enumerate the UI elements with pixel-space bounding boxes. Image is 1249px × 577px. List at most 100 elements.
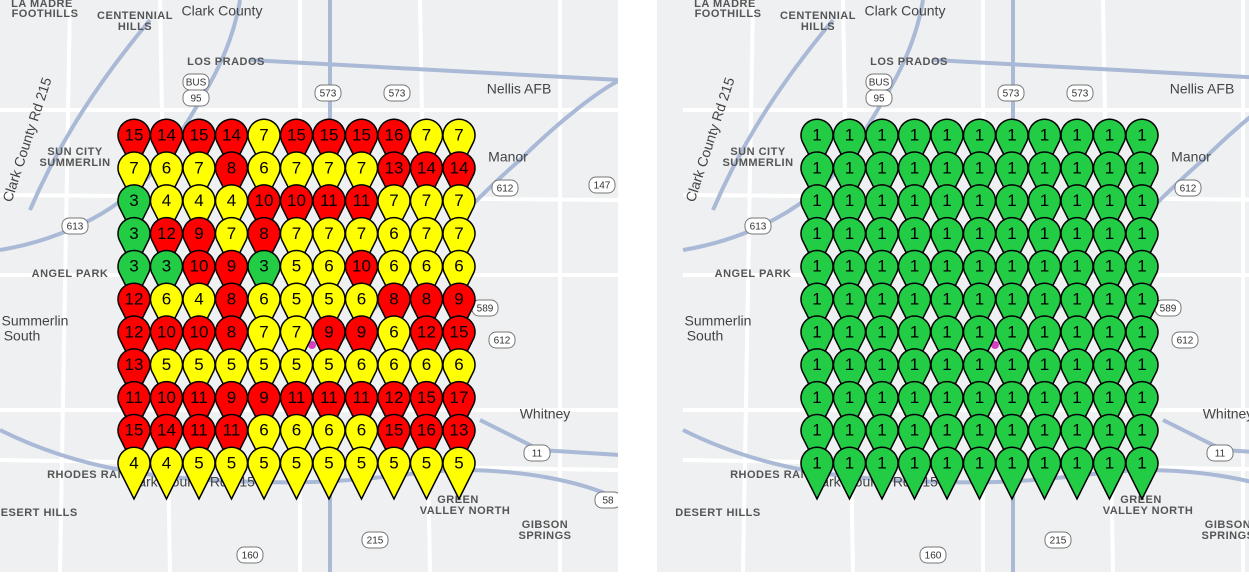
marker-label: 4	[129, 453, 138, 472]
marker-pin	[930, 413, 964, 468]
marker-label: 1	[845, 388, 854, 407]
marker-pin	[344, 184, 379, 239]
marker-label: 1	[975, 421, 984, 440]
marker-label: 11	[320, 388, 338, 407]
map-marker: 8	[214, 151, 249, 206]
map-label: DESERT HILLS	[0, 507, 78, 519]
map-marker: 1	[1092, 380, 1127, 436]
marker-pin	[312, 380, 346, 436]
marker-label: 16	[417, 421, 436, 440]
marker-label: 1	[1040, 388, 1049, 407]
marker-pin	[995, 249, 1029, 304]
map-label: Whitney	[520, 406, 571, 422]
marker-pin	[117, 151, 151, 206]
marker-label: 1	[1040, 355, 1049, 374]
map-marker: 16	[409, 413, 444, 468]
marker-label: 11	[223, 421, 241, 440]
route-number: 11	[1215, 449, 1226, 460]
marker-pin	[409, 184, 444, 239]
marker-label: 1	[1105, 322, 1114, 341]
marker-label: 1	[1007, 125, 1016, 144]
map-marker: 1	[995, 413, 1029, 468]
marker-pin	[865, 184, 899, 239]
marker-label: 10	[190, 322, 209, 341]
marker-pin	[247, 249, 281, 304]
marker-label: 1	[975, 388, 984, 407]
marker-pin	[962, 184, 997, 239]
marker-label: 1	[1040, 421, 1049, 440]
marker-pin	[182, 184, 216, 239]
marker-label: 5	[292, 289, 301, 308]
map-marker: 1	[930, 249, 964, 304]
marker-label: 1	[877, 322, 886, 341]
marker-label: 1	[1007, 257, 1016, 276]
marker-pin	[214, 315, 249, 370]
marker-label: 13	[385, 158, 404, 177]
map-marker: 1	[1092, 184, 1127, 239]
marker-label: 7	[357, 158, 366, 177]
marker-label: 1	[845, 224, 854, 243]
marker-label: 1	[1072, 257, 1081, 276]
marker-pin	[930, 446, 964, 501]
map-marker: 7	[279, 151, 314, 206]
marker-pin	[1060, 282, 1094, 337]
marker-label: 1	[1105, 421, 1114, 440]
map-marker: 13	[117, 348, 151, 403]
marker-label: 1	[1137, 257, 1146, 276]
map-marker: 1	[897, 151, 932, 206]
route-number: 589	[1160, 304, 1177, 315]
marker-label: 5	[324, 355, 333, 374]
marker-pin	[247, 282, 281, 337]
marker-label: 1	[942, 257, 951, 276]
marker-pin	[149, 216, 184, 272]
map-marker: 1	[962, 446, 997, 501]
route-shield	[383, 84, 411, 102]
map-marker: 1	[962, 315, 997, 370]
marker-pin	[832, 348, 867, 403]
marker-label: 7	[227, 224, 236, 243]
marker-pin	[1027, 216, 1062, 272]
point-of-interest	[308, 341, 316, 349]
marker-label: 1	[1040, 453, 1049, 472]
marker-pin	[962, 282, 997, 337]
map-marker: 12	[409, 315, 444, 370]
map-marker: 15	[117, 118, 151, 173]
marker-label: 6	[259, 289, 268, 308]
marker-label: 1	[1137, 125, 1146, 144]
marker-label: 1	[1007, 453, 1016, 472]
map-marker: 7	[377, 184, 411, 239]
marker-pin	[117, 249, 151, 304]
marker-pin	[279, 216, 314, 272]
marker-label: 6	[357, 289, 366, 308]
map-marker: 1	[1027, 216, 1062, 272]
marker-pin	[247, 380, 281, 436]
map-marker: 7	[344, 151, 379, 206]
map-marker: 1	[995, 315, 1029, 370]
marker-pin	[214, 249, 249, 304]
map-marker: 1	[1060, 151, 1094, 206]
map-marker: 1	[1060, 249, 1094, 304]
marker-label: 6	[162, 289, 171, 308]
marker-pin	[279, 446, 314, 501]
map-marker: 1	[832, 118, 867, 173]
marker-label: 1	[845, 257, 854, 276]
map-marker: 1	[930, 118, 964, 173]
marker-label: 12	[125, 322, 144, 341]
marker-label: 5	[357, 453, 366, 472]
highway	[1011, 115, 1249, 352]
map-marker: 1	[1027, 282, 1062, 337]
marker-label: 7	[422, 125, 431, 144]
map-marker: 10	[182, 249, 216, 304]
map-marker: 5	[279, 348, 314, 403]
marker-pin	[442, 380, 476, 436]
marker-pin	[832, 380, 867, 436]
marker-pin	[1125, 446, 1159, 501]
map-marker: 1	[897, 380, 932, 436]
map-marker: 1	[1060, 216, 1094, 272]
marker-label: 1	[1007, 289, 1016, 308]
map-label: Clark County	[865, 3, 946, 19]
marker-pin	[897, 151, 932, 206]
marker-pin	[995, 446, 1029, 501]
map-marker: 9	[214, 249, 249, 304]
marker-pin	[117, 282, 151, 337]
